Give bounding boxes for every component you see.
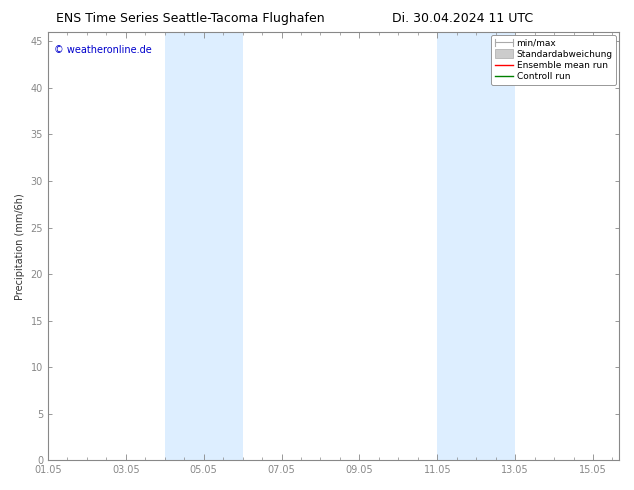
Legend: min/max, Standardabweichung, Ensemble mean run, Controll run: min/max, Standardabweichung, Ensemble me… [491,35,616,85]
Y-axis label: Precipitation (mm/6h): Precipitation (mm/6h) [15,193,25,299]
Text: © weatheronline.de: © weatheronline.de [54,45,152,55]
Bar [165,32,243,460]
Bar [437,32,515,460]
Text: Di. 30.04.2024 11 UTC: Di. 30.04.2024 11 UTC [392,12,533,25]
Text: ENS Time Series Seattle-Tacoma Flughafen: ENS Time Series Seattle-Tacoma Flughafen [56,12,325,25]
